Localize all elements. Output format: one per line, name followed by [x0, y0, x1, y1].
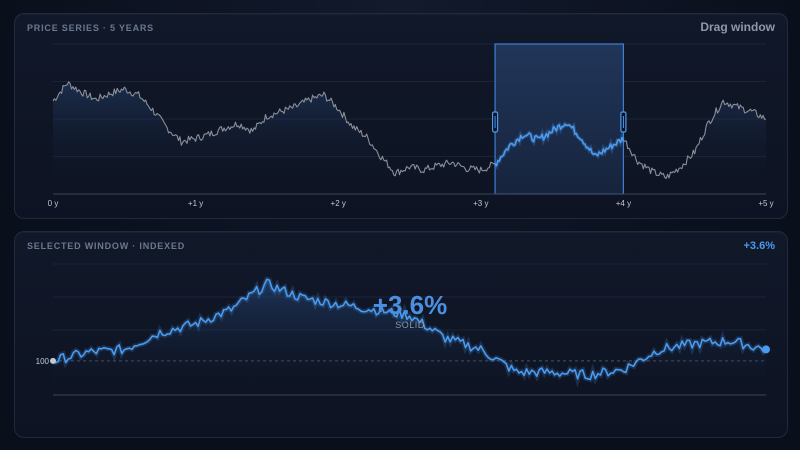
price-area [53, 81, 766, 194]
selection-window [494, 43, 624, 195]
x-tick-label: +1 y [188, 199, 203, 208]
end-point [762, 345, 770, 354]
indexed-window-chart: 100 +3.6%SOLID [36, 263, 770, 396]
selected-line [494, 123, 625, 167]
baseline-label: 100 [36, 357, 50, 366]
price-series-title: PRICE SERIES · 5 YEARS [27, 23, 154, 33]
big-change-value: +3.6% [373, 290, 447, 320]
price-series-panel: PRICE SERIES · 5 YEARS Drag window 0 y +1… [14, 13, 788, 219]
selected-window-title: SELECTED WINDOW · INDEXED [27, 241, 186, 251]
start-point [50, 357, 56, 364]
x-tick-label: +3 y [473, 199, 488, 208]
indexed-line [52, 278, 767, 381]
price-series-chart[interactable]: 0 y +1 y +2 y +3 y +4 y +5 y [15, 14, 787, 218]
big-change-caption: SOLID [395, 320, 425, 330]
price-line [52, 81, 767, 179]
x-tick-label: +2 y [331, 199, 346, 208]
drag-window-hint: Drag window [700, 20, 775, 34]
change-badge: +3.6% [743, 240, 776, 252]
x-tick-label: 0 y [48, 199, 59, 208]
x-tick-label: +5 y [758, 199, 773, 208]
indexed-area [53, 279, 766, 395]
selected-window-panel: SELECTED WINDOW · INDEXED +3.6% 100 +3.6%… [14, 231, 788, 438]
x-tick-label: +4 y [616, 199, 631, 208]
